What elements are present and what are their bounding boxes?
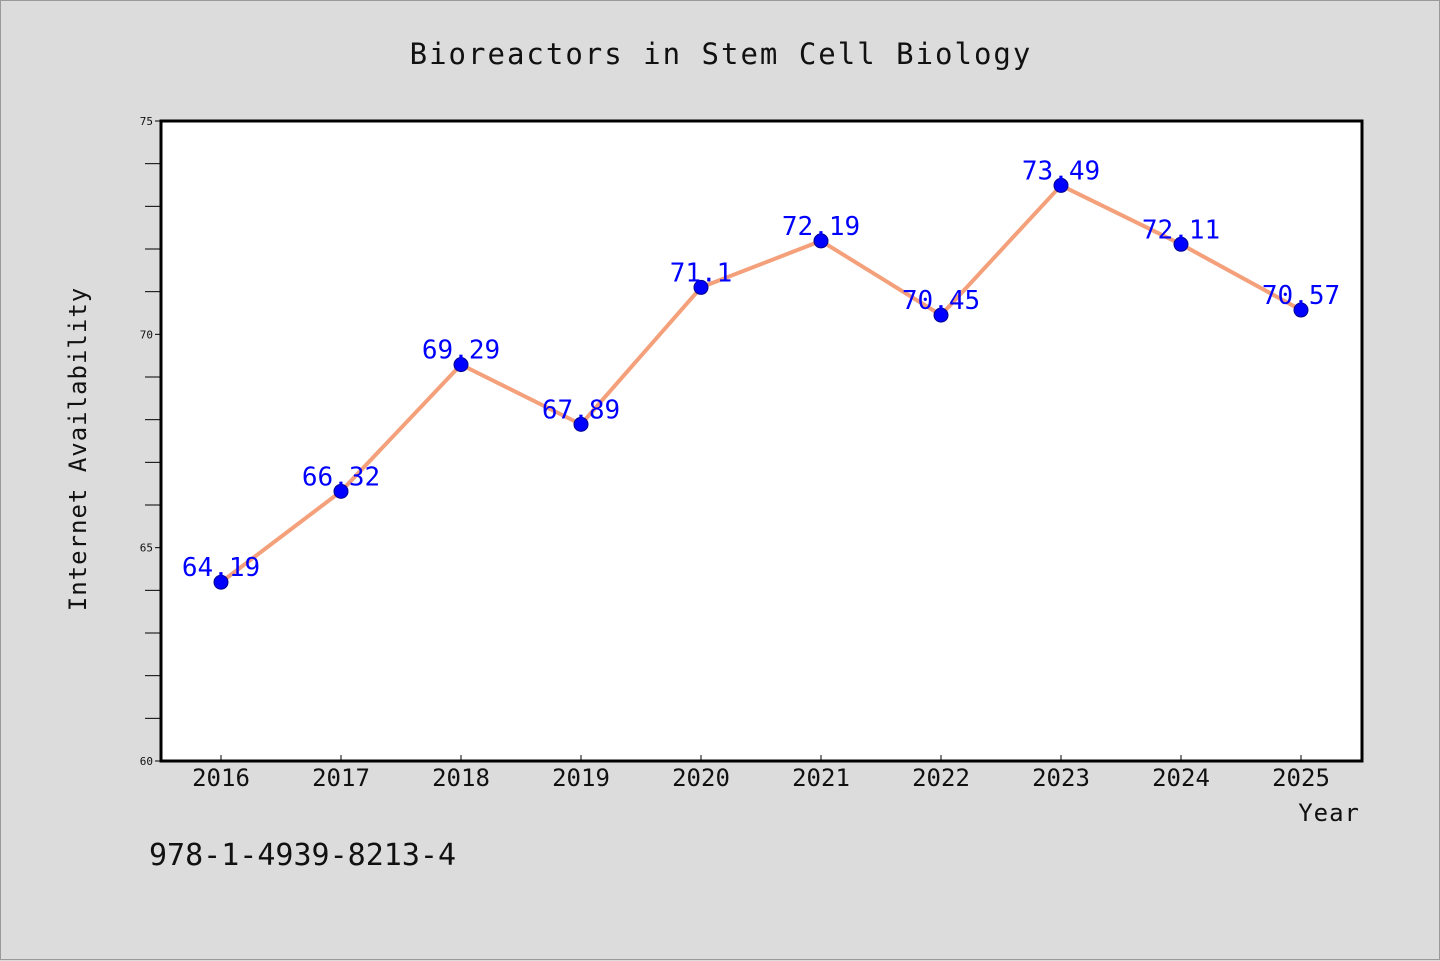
series-line bbox=[219, 183, 1302, 584]
x-axis-label: Year bbox=[1298, 799, 1360, 827]
chart-title: Bioreactors in Stem Cell Biology bbox=[410, 37, 1033, 71]
x-tick-label: 2022 bbox=[912, 764, 970, 792]
data-label: 67.89 bbox=[542, 395, 620, 425]
data-point bbox=[453, 357, 469, 373]
data-label: 66.32 bbox=[302, 462, 380, 492]
x-tick-label: 2017 bbox=[312, 764, 370, 792]
isbn-code: 978-1-4939-8213-4 bbox=[149, 838, 456, 873]
data-label: 72.19 bbox=[782, 212, 860, 242]
data-point bbox=[813, 233, 829, 249]
x-tick-label: 2024 bbox=[1152, 764, 1210, 792]
y-tick-label: 60 bbox=[140, 755, 153, 768]
x-tick-label: 2020 bbox=[672, 764, 730, 792]
data-point bbox=[213, 574, 229, 590]
data-label: 70.57 bbox=[1262, 281, 1340, 311]
data-point bbox=[573, 416, 589, 432]
data-label: 70.45 bbox=[902, 286, 980, 316]
data-point bbox=[693, 279, 709, 295]
x-axis: 2016 2017 2018 2019 2020 2021 2022 2023 2024 2025 bbox=[192, 755, 1330, 792]
data-label: 72.11 bbox=[1142, 215, 1220, 245]
x-tick-label: 2018 bbox=[432, 764, 490, 792]
data-label: 71.1 bbox=[670, 258, 733, 288]
y-tick-label: 75 bbox=[140, 115, 153, 128]
data-label: 73.49 bbox=[1022, 156, 1100, 186]
x-tick-label: 2023 bbox=[1032, 764, 1090, 792]
y-axis-label: Internet Availability bbox=[64, 287, 92, 611]
data-label: 64.19 bbox=[182, 553, 260, 583]
data-label: 69.29 bbox=[422, 336, 500, 366]
x-tick-label: 2016 bbox=[192, 764, 250, 792]
plot-area bbox=[159, 119, 1364, 763]
data-point bbox=[1293, 302, 1309, 318]
data-point bbox=[933, 307, 949, 323]
data-point bbox=[333, 483, 349, 499]
data-point bbox=[1173, 236, 1189, 252]
x-tick-label: 2021 bbox=[792, 764, 850, 792]
x-tick-label: 2019 bbox=[552, 764, 610, 792]
y-tick-label: 65 bbox=[140, 542, 153, 555]
data-point bbox=[1053, 177, 1069, 193]
y-tick-label: 70 bbox=[140, 328, 153, 341]
x-tick-label: 2025 bbox=[1272, 764, 1330, 792]
y-axis: 60 65 70 75 bbox=[140, 115, 161, 768]
series-layer: 64.19 66.32 69.29 67.89 71.1 72.19 70.45 73.49 7… bbox=[182, 156, 1340, 590]
